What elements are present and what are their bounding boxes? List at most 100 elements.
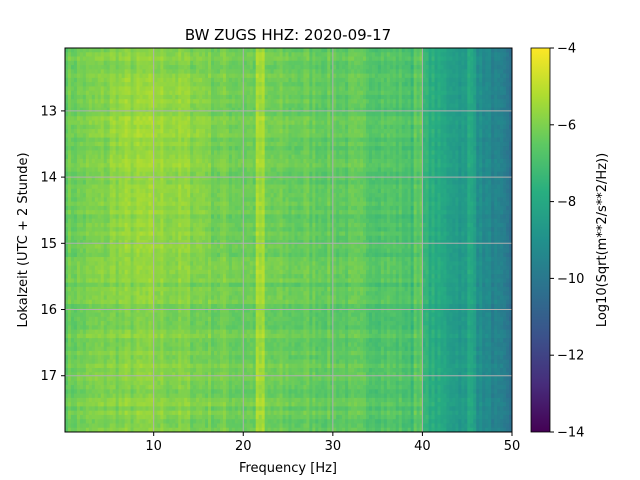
heatmap-cell	[377, 103, 382, 109]
heatmap-cell	[342, 184, 346, 190]
heatmap-cell	[258, 82, 263, 87]
heatmap-cell	[467, 69, 471, 74]
heatmap-cell	[461, 116, 465, 121]
heatmap-cell	[363, 60, 367, 66]
heatmap-cell	[103, 60, 108, 66]
heatmap-cell	[109, 120, 114, 126]
heatmap-cell	[300, 60, 304, 66]
heatmap-cell	[476, 116, 480, 121]
heatmap-cell	[357, 176, 361, 181]
heatmap-cell	[166, 180, 170, 185]
heatmap-cell	[258, 112, 263, 117]
heatmap-cell	[133, 137, 137, 143]
heatmap-cell	[482, 82, 486, 87]
heatmap-cell	[357, 60, 361, 66]
heatmap-cell	[109, 69, 114, 74]
heatmap-cell	[303, 56, 307, 62]
heatmap-cell	[377, 112, 382, 117]
heatmap-cell	[282, 99, 286, 104]
heatmap-cell	[500, 176, 504, 181]
heatmap-cell	[449, 141, 453, 147]
heatmap-cell	[211, 73, 215, 79]
heatmap-cell	[261, 52, 266, 57]
heatmap-cell	[228, 52, 233, 57]
heatmap-cell	[365, 129, 370, 134]
heatmap-cell	[214, 154, 218, 160]
heatmap-cell	[261, 129, 266, 134]
heatmap-cell	[178, 48, 182, 53]
heatmap-cell	[130, 167, 134, 173]
heatmap-cell	[106, 112, 111, 117]
heatmap-cell	[324, 146, 328, 151]
heatmap-cell	[240, 154, 245, 160]
heatmap-cell	[196, 112, 200, 117]
heatmap-cell	[133, 90, 137, 96]
heatmap-cell	[422, 154, 426, 160]
heatmap-cell	[473, 73, 477, 79]
heatmap-cell	[291, 171, 295, 177]
heatmap-cell	[330, 60, 334, 66]
heatmap-cell	[202, 167, 206, 173]
heatmap-cell	[73, 90, 78, 96]
heatmap-cell	[76, 77, 81, 83]
heatmap-cell	[118, 141, 123, 147]
heatmap-cell	[276, 52, 280, 57]
heatmap-cell	[234, 65, 239, 70]
heatmap-cell	[371, 146, 376, 151]
heatmap-cell	[449, 150, 453, 156]
heatmap-cell	[175, 120, 179, 126]
heatmap-cell	[205, 52, 209, 57]
heatmap-cell	[157, 146, 161, 151]
heatmap-cell	[193, 154, 197, 160]
heatmap-cell	[339, 69, 343, 74]
heatmap-cell	[231, 103, 236, 109]
heatmap-cell	[339, 167, 343, 173]
heatmap-cell	[500, 56, 504, 62]
heatmap-cell	[431, 137, 435, 143]
heatmap-cell	[294, 69, 298, 74]
heatmap-cell	[193, 146, 197, 151]
heatmap-cell	[416, 48, 421, 53]
heatmap-cell	[94, 56, 99, 62]
heatmap-cell	[148, 52, 152, 57]
heatmap-cell	[371, 163, 376, 168]
heatmap-cell	[160, 73, 164, 79]
heatmap-cell	[112, 188, 117, 194]
heatmap-cell	[228, 82, 233, 87]
heatmap-cell	[431, 86, 435, 92]
heatmap-cell	[371, 99, 376, 104]
heatmap-cell	[395, 154, 400, 160]
heatmap-cell	[294, 146, 298, 151]
heatmap-cell	[389, 158, 394, 164]
heatmap-cell	[273, 141, 277, 147]
heatmap-cell	[336, 167, 340, 173]
heatmap-cell	[321, 90, 325, 96]
heatmap-cell	[216, 82, 221, 87]
heatmap-cell	[324, 141, 328, 147]
heatmap-cell	[169, 163, 173, 168]
heatmap-cell	[398, 120, 403, 126]
heatmap-cell	[97, 158, 102, 164]
heatmap-cell	[282, 158, 286, 164]
heatmap-cell	[467, 124, 471, 130]
heatmap-cell	[282, 141, 286, 147]
heatmap-cell	[163, 171, 167, 177]
heatmap-cell	[488, 73, 492, 79]
heatmap-cell	[321, 180, 325, 185]
heatmap-cell	[488, 180, 492, 185]
heatmap-cell	[348, 150, 352, 156]
heatmap-cell	[222, 180, 227, 185]
heatmap-cell	[97, 60, 102, 66]
heatmap-cell	[234, 69, 239, 74]
heatmap-cell	[193, 120, 197, 126]
heatmap-cell	[219, 94, 224, 100]
heatmap-cell	[297, 107, 301, 113]
heatmap-cell	[497, 82, 501, 87]
heatmap-cell	[357, 124, 361, 130]
heatmap-cell	[202, 48, 206, 53]
heatmap-cell	[491, 129, 495, 134]
heatmap-cell	[488, 124, 492, 130]
heatmap-cell	[413, 65, 418, 70]
heatmap-cell	[503, 180, 507, 185]
heatmap-cell	[500, 107, 504, 113]
